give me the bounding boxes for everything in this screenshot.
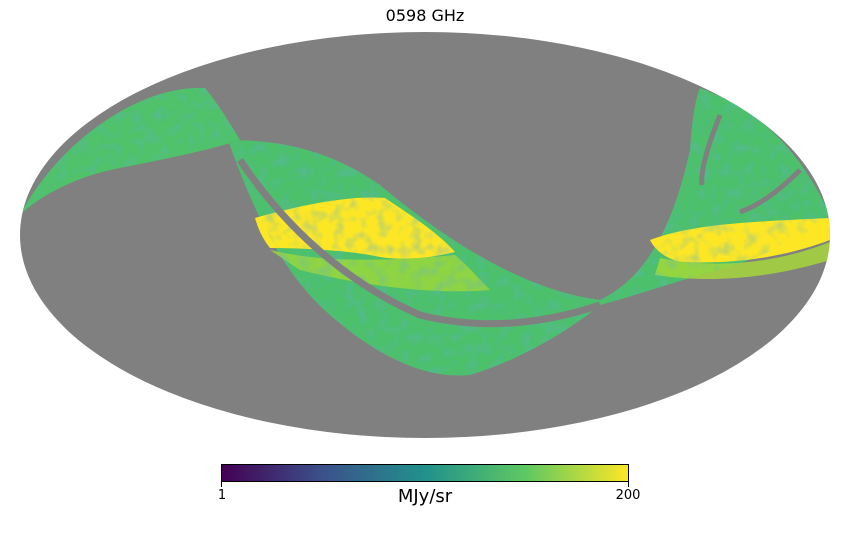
map-title: 0598 GHz: [385, 6, 465, 25]
gap-line-2: [699, 114, 802, 215]
colorbar: [221, 464, 629, 482]
colorbar-min-label: 1: [217, 488, 227, 503]
colorbar-tick-min: [221, 482, 222, 487]
gap-line-1: [237, 158, 602, 328]
strip-texture: [20, 87, 830, 376]
colorbar-max-label: 200: [615, 488, 641, 503]
colorbar-unit-label: MJy/sr: [397, 486, 453, 507]
colorbar-tick-max: [628, 482, 629, 487]
